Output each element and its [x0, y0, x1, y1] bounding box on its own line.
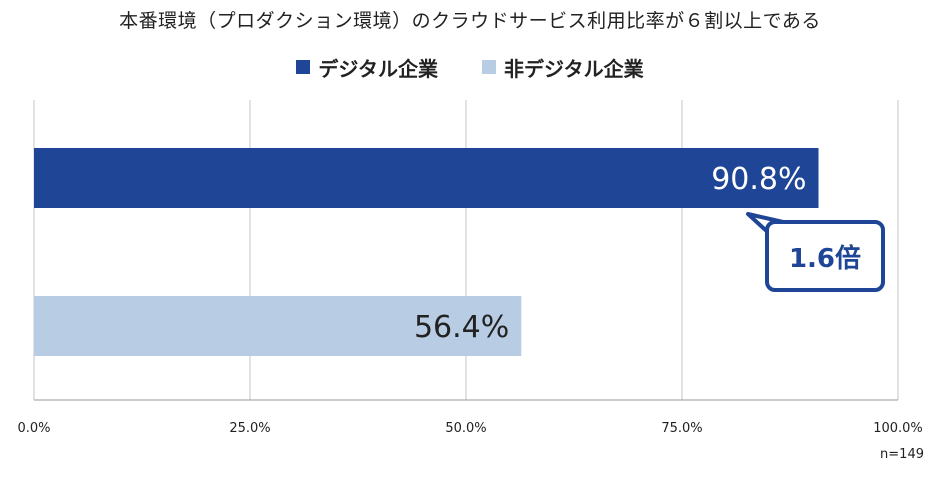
x-tick-label-2: 50.0% — [445, 421, 486, 436]
ratio-callout: 1.6倍 — [765, 220, 885, 292]
legend-label-non-digital: 非デジタル企業 — [504, 56, 644, 81]
chart-title: 本番環境（プロダクション環境）のクラウドサービス利用比率が６割以上である — [119, 10, 821, 32]
x-tick-label-4: 100.0% — [873, 421, 923, 436]
legend: デジタル企業 非デジタル企業 — [0, 52, 940, 82]
legend-swatch-non-digital — [482, 60, 496, 74]
sample-size-note: n=149 — [880, 447, 924, 462]
legend-item-non-digital: 非デジタル企業 — [482, 53, 644, 82]
x-tick-label-3: 75.0% — [661, 421, 702, 436]
x-tick-label-0: 0.0% — [17, 421, 50, 436]
legend-item-digital: デジタル企業 — [296, 53, 438, 82]
bar-1 — [34, 296, 522, 356]
legend-label-digital: デジタル企業 — [318, 56, 438, 81]
legend-swatch-digital — [296, 60, 311, 74]
bar-value-label-0: 90.8% — [711, 162, 806, 197]
x-tick-label-1: 25.0% — [229, 421, 270, 436]
bar-value-label-1: 56.4% — [414, 310, 509, 345]
bar-0 — [34, 148, 819, 208]
